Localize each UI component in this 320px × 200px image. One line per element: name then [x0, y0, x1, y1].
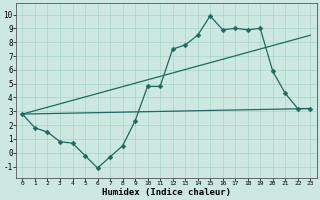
X-axis label: Humidex (Indice chaleur): Humidex (Indice chaleur)	[102, 188, 231, 197]
